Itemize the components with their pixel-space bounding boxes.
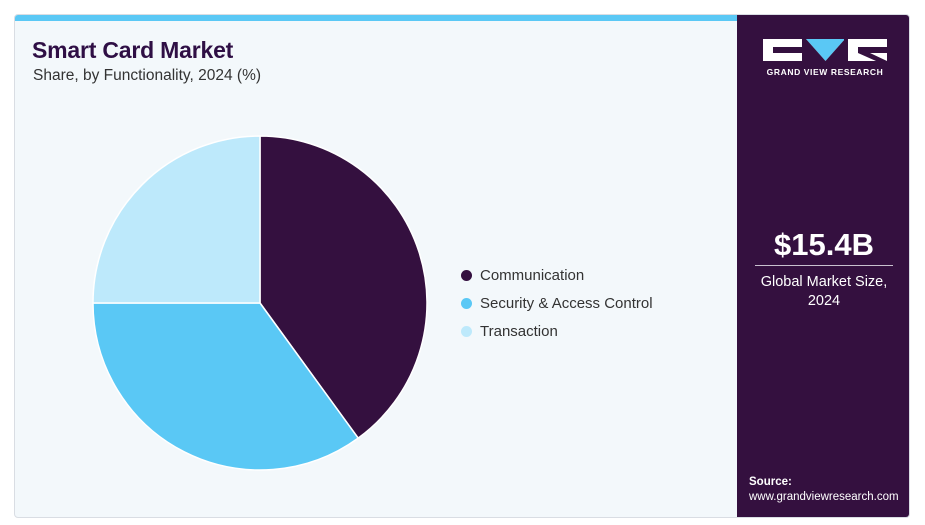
source-link[interactable]: www.grandviewresearch.com: [749, 491, 899, 503]
pie-slice-communication: [259, 135, 428, 440]
divider: [755, 265, 893, 266]
legend-item: Security & Access Control: [461, 289, 653, 317]
pie-chart: [92, 135, 428, 471]
pie-slice-security-access-control: [92, 302, 360, 471]
accent-bar: [15, 15, 737, 21]
logo-mark-r: [848, 39, 888, 61]
logo-mark-g: [763, 39, 802, 61]
legend-swatch: [461, 297, 472, 309]
source-label: Source:: [749, 476, 792, 488]
brand-logo: GRAND VIEW RESEARCH: [763, 39, 888, 77]
legend-label: Transaction: [480, 322, 558, 340]
legend-item: Transaction: [461, 317, 653, 345]
pie-slice-transaction: [92, 135, 261, 304]
chart-card: Smart Card Market Share, by Functionalit…: [14, 14, 910, 518]
legend-item: Communication: [461, 261, 653, 289]
market-size-label: Global Market Size, 2024: [760, 274, 888, 309]
info-sidebar: GRAND VIEW RESEARCH $15.4B Global Market…: [737, 15, 909, 517]
market-size-value: $15.4B: [774, 227, 874, 262]
legend-swatch: [461, 269, 472, 281]
chart-panel: Smart Card Market Share, by Functionalit…: [15, 15, 737, 517]
logo-mark-v: [805, 39, 845, 61]
chart-title: Smart Card Market: [32, 37, 234, 63]
chart-legend: Communication Security & Access Control Tr…: [461, 261, 653, 345]
logo-text: GRAND VIEW RESEARCH: [766, 67, 884, 77]
legend-label: Security & Access Control: [480, 294, 653, 312]
legend-label: Communication: [480, 266, 585, 284]
legend-swatch: [461, 325, 472, 337]
chart-subtitle: Share, by Functionality, 2024 (%): [33, 67, 262, 84]
